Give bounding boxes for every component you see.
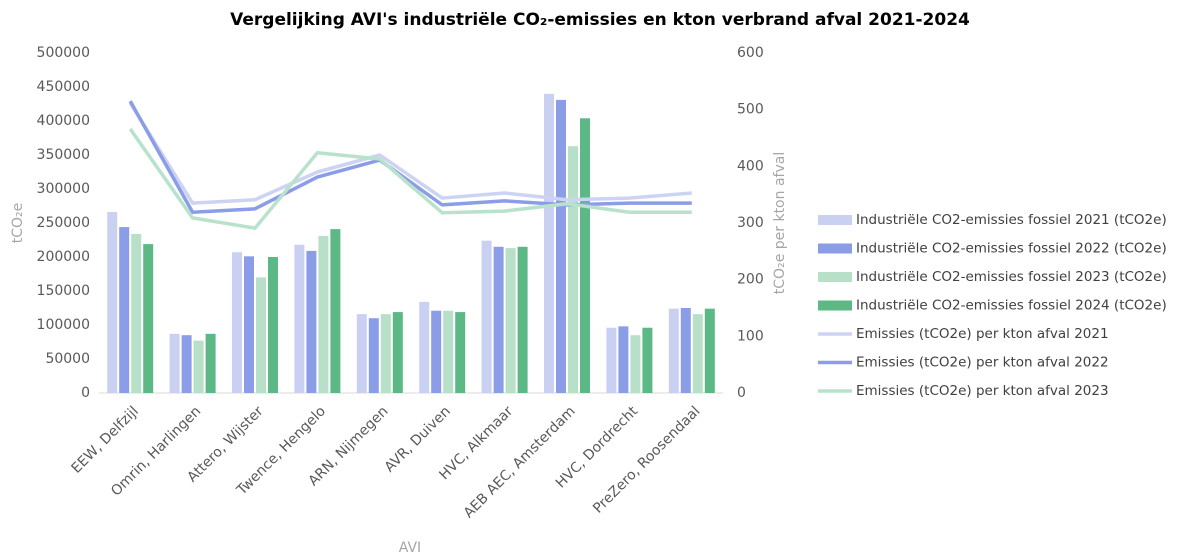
bar — [368, 318, 379, 393]
bar — [131, 233, 142, 393]
y2-tick-label: 500 — [737, 102, 764, 118]
bar — [119, 227, 130, 393]
line — [128, 100, 692, 214]
bar — [193, 340, 204, 393]
y-axis-title: tCO₂e — [10, 203, 26, 244]
legend-label: Emissies (tCO2e) per kton afval 2021 — [856, 326, 1109, 342]
bar — [256, 277, 266, 393]
x-tick-label: PreZero, Roosendaal — [590, 403, 703, 516]
y-tick-label: 250000 — [37, 215, 90, 231]
bar — [493, 246, 504, 393]
legend-swatch — [818, 215, 852, 225]
bar — [244, 256, 254, 393]
y-tick-label: 200000 — [37, 249, 90, 265]
legend-label: Industriële CO2-emissies fossiel 2021 (t… — [856, 212, 1167, 228]
bar — [692, 314, 703, 393]
x-tick-label: AEB AEC, Amsterdam — [461, 403, 579, 521]
bar — [380, 314, 391, 393]
line — [128, 127, 692, 230]
legend-label: Industriële CO2-emissies fossiel 2024 (t… — [856, 298, 1167, 314]
bar — [318, 235, 329, 393]
legend-label: Emissies (tCO2e) per kton afval 2023 — [856, 383, 1109, 399]
legend-label: Industriële CO2-emissies fossiel 2023 (t… — [856, 269, 1167, 285]
bar — [443, 310, 454, 393]
bar — [481, 240, 492, 393]
line — [128, 101, 692, 205]
bar — [294, 244, 305, 393]
legend-label: Industriële CO2-emissies fossiel 2022 (t… — [856, 241, 1167, 257]
bar — [544, 93, 554, 394]
legend-swatch — [818, 243, 852, 254]
y-tick-label: 400000 — [37, 113, 90, 129]
legend-label: Emissies (tCO2e) per kton afval 2022 — [856, 355, 1109, 371]
bar — [431, 310, 442, 393]
bar — [205, 333, 216, 393]
y2-tick-label: 300 — [737, 215, 764, 231]
bar — [606, 327, 617, 393]
bar — [517, 246, 528, 393]
y2-tick-label: 200 — [737, 272, 764, 288]
bar — [630, 335, 641, 393]
y-tick-label: 50000 — [45, 351, 90, 367]
bar — [505, 248, 516, 393]
y2-tick-label: 0 — [737, 385, 746, 401]
bar — [232, 252, 242, 393]
bar — [618, 326, 629, 393]
bar — [556, 99, 566, 394]
bar — [107, 212, 118, 393]
legend: Industriële CO2-emissies fossiel 2021 (t… — [818, 212, 1167, 399]
legend-swatch — [818, 300, 852, 311]
bar — [580, 118, 590, 393]
y-tick-label: 300000 — [37, 181, 90, 197]
chart-title: Vergelijking AVI's industriële CO₂-emiss… — [230, 10, 970, 30]
bar — [568, 146, 578, 393]
y2-tick-label: 400 — [737, 158, 764, 174]
y-tick-label: 450000 — [37, 79, 90, 95]
bar — [642, 327, 653, 393]
bar — [330, 229, 341, 393]
bar — [455, 312, 466, 393]
bar — [392, 312, 403, 393]
y2-tick-label: 600 — [737, 45, 764, 61]
bar — [356, 314, 367, 393]
y2-tick-label: 100 — [737, 328, 764, 344]
bar — [181, 335, 192, 393]
y2-axis-title: tCO₂e per kton afval — [772, 152, 788, 294]
bar — [419, 301, 430, 393]
bar — [668, 308, 679, 393]
bar — [143, 244, 154, 393]
y-tick-label: 0 — [81, 385, 90, 401]
bar — [306, 250, 317, 393]
bar — [169, 333, 180, 393]
y-tick-label: 150000 — [37, 283, 90, 299]
bar — [704, 308, 715, 393]
y-tick-label: 350000 — [37, 147, 90, 163]
legend-swatch — [818, 272, 852, 282]
y-tick-label: 100000 — [37, 317, 90, 333]
y-tick-label: 500000 — [37, 45, 90, 61]
bar — [268, 257, 278, 393]
x-axis-title: AVI — [399, 540, 421, 556]
bar — [680, 308, 691, 393]
